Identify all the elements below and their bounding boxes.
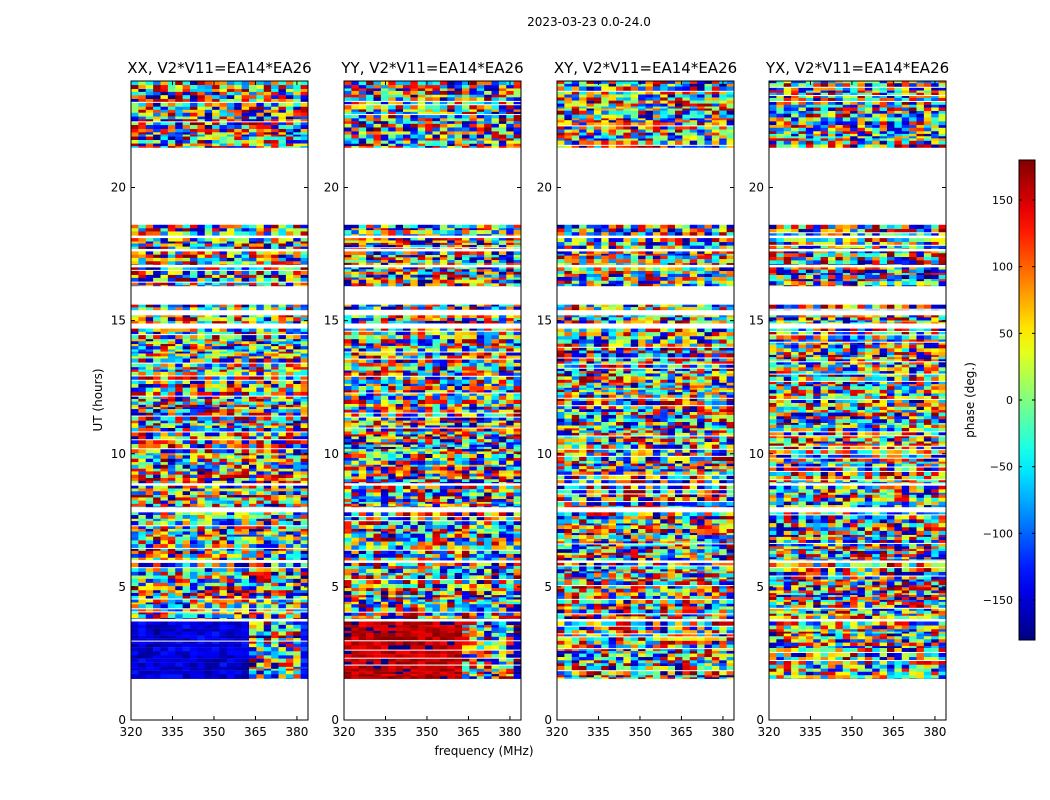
x-tick-label: 320 bbox=[546, 725, 569, 739]
y-tick-label: 15 bbox=[749, 314, 764, 328]
y-tick-label: 10 bbox=[537, 447, 552, 461]
colorbar-tick-label: −150 bbox=[983, 594, 1013, 607]
y-tick-label: 20 bbox=[537, 181, 552, 195]
x-tick-label: 380 bbox=[498, 725, 521, 739]
panels-group: XX, V2*V11=EA14*EA26 320 335 350 365 380 0 5 10 1… bbox=[111, 59, 949, 739]
phase-heatmap bbox=[131, 81, 308, 679]
y-tick-label: 15 bbox=[537, 314, 552, 328]
y-tick-label: 0 bbox=[756, 713, 764, 727]
figure-suptitle: 2023-03-23 0.0-24.0 bbox=[527, 15, 651, 29]
x-tick-label: 365 bbox=[457, 725, 480, 739]
phase-heatmap bbox=[769, 81, 946, 679]
x-tick-label: 320 bbox=[758, 725, 781, 739]
panel-title: XY, V2*V11=EA14*EA26 bbox=[554, 59, 737, 77]
y-tick-label: 20 bbox=[324, 181, 339, 195]
y-tick-label: 10 bbox=[111, 447, 126, 461]
x-tick-label: 335 bbox=[374, 725, 397, 739]
panel-title: XX, V2*V11=EA14*EA26 bbox=[127, 59, 311, 77]
colorbar: −150 −100 −50 0 50 100 150 phase (deg.) bbox=[963, 159, 1036, 641]
y-axis-label: UT (hours) bbox=[91, 368, 105, 431]
x-tick-label: 350 bbox=[841, 725, 864, 739]
axes-frame bbox=[768, 80, 947, 721]
y-tick-label: 15 bbox=[324, 314, 339, 328]
y-tick-label: 0 bbox=[118, 713, 126, 727]
phase-heatmap bbox=[344, 81, 521, 679]
y-tick-label: 20 bbox=[749, 181, 764, 195]
x-tick-label: 380 bbox=[711, 725, 734, 739]
panel-1: XX, V2*V11=EA14*EA26 320 335 350 365 380 0 5 10 1… bbox=[111, 59, 312, 739]
panel-title: YY, V2*V11=EA14*EA26 bbox=[340, 59, 523, 77]
x-tick-label: 380 bbox=[285, 725, 308, 739]
y-tick-label: 10 bbox=[324, 447, 339, 461]
phase-heatmap bbox=[557, 81, 734, 679]
x-tick-label: 320 bbox=[120, 725, 143, 739]
y-tick-label: 15 bbox=[111, 314, 126, 328]
panel-4: YX, V2*V11=EA14*EA26 320 335 350 365 380 0 5 10 1… bbox=[749, 59, 949, 739]
axes-frame bbox=[556, 80, 735, 721]
y-tick-label: 0 bbox=[544, 713, 552, 727]
x-tick-label: 365 bbox=[670, 725, 693, 739]
x-tick-label: 335 bbox=[799, 725, 822, 739]
x-tick-label: 350 bbox=[203, 725, 226, 739]
y-tick-label: 5 bbox=[331, 580, 339, 594]
y-tick-label: 10 bbox=[749, 447, 764, 461]
colorbar-label: phase (deg.) bbox=[963, 362, 977, 438]
panel-title: YX, V2*V11=EA14*EA26 bbox=[765, 59, 949, 77]
axes-frame bbox=[130, 80, 309, 721]
x-tick-label: 320 bbox=[333, 725, 356, 739]
y-tick-label: 5 bbox=[118, 580, 126, 594]
colorbar-tick-label: −100 bbox=[983, 527, 1013, 540]
y-tick-label: 20 bbox=[111, 181, 126, 195]
x-tick-label: 335 bbox=[161, 725, 184, 739]
x-tick-label: 350 bbox=[629, 725, 652, 739]
panel-3: XY, V2*V11=EA14*EA26 320 335 350 365 380 0 5 10 1… bbox=[537, 59, 737, 739]
colorbar-tick-label: 150 bbox=[992, 194, 1013, 207]
y-tick-label: 5 bbox=[756, 580, 764, 594]
x-tick-label: 365 bbox=[882, 725, 905, 739]
colorbar-tick-label: 100 bbox=[992, 261, 1013, 274]
colorbar-tick-label: 50 bbox=[999, 327, 1013, 340]
colorbar-tick-label: 0 bbox=[1006, 394, 1013, 407]
x-tick-label: 335 bbox=[587, 725, 610, 739]
colorbar-tick-label: −50 bbox=[990, 461, 1013, 474]
x-tick-label: 380 bbox=[923, 725, 946, 739]
axes-frame bbox=[343, 80, 522, 721]
x-axis-label: frequency (MHz) bbox=[434, 744, 533, 758]
y-tick-label: 5 bbox=[544, 580, 552, 594]
panel-2: YY, V2*V11=EA14*EA26 320 335 350 365 380 0 5 10 1… bbox=[324, 59, 524, 739]
x-tick-label: 350 bbox=[416, 725, 439, 739]
x-tick-label: 365 bbox=[244, 725, 267, 739]
y-tick-label: 0 bbox=[331, 713, 339, 727]
